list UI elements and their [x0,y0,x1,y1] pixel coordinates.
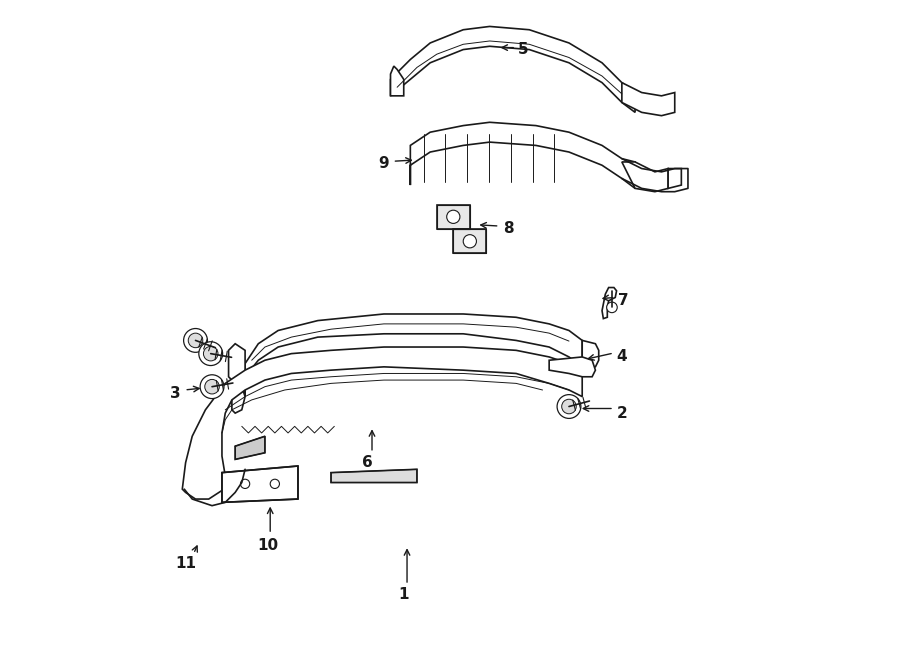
Polygon shape [183,347,582,499]
Polygon shape [454,229,486,253]
Polygon shape [622,83,675,116]
Text: 7: 7 [618,293,628,308]
Polygon shape [245,314,582,397]
Polygon shape [668,169,681,188]
Text: 5: 5 [518,42,528,57]
Polygon shape [331,469,417,483]
Text: 11: 11 [176,556,196,570]
Circle shape [205,379,220,394]
Polygon shape [549,357,596,377]
Circle shape [464,235,476,248]
Text: 2: 2 [616,406,627,420]
Polygon shape [391,66,404,96]
Circle shape [184,329,207,352]
Polygon shape [222,466,298,502]
Polygon shape [436,205,470,229]
Text: 8: 8 [503,221,514,235]
Polygon shape [229,344,245,383]
Polygon shape [582,340,599,367]
Polygon shape [232,387,245,413]
Circle shape [607,302,617,313]
Circle shape [240,479,249,488]
Circle shape [203,346,218,361]
Polygon shape [410,122,635,188]
Text: 3: 3 [170,386,181,401]
Text: 1: 1 [399,588,409,602]
Circle shape [562,399,576,414]
Polygon shape [391,26,635,112]
Circle shape [200,375,224,399]
Circle shape [188,333,202,348]
Circle shape [270,479,280,488]
Polygon shape [622,162,668,192]
Circle shape [557,395,580,418]
Text: 4: 4 [616,350,627,364]
Circle shape [446,210,460,223]
Text: 10: 10 [257,538,279,553]
Text: 9: 9 [379,156,389,171]
Polygon shape [602,288,616,319]
Text: 6: 6 [362,455,373,470]
Circle shape [199,342,222,366]
Polygon shape [235,436,265,459]
